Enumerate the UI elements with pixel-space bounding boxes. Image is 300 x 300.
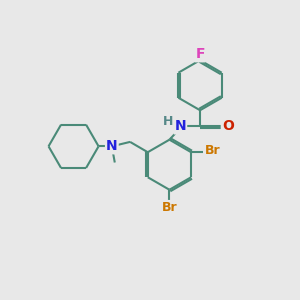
Text: N: N bbox=[106, 139, 118, 153]
Text: Br: Br bbox=[162, 201, 177, 214]
Text: H: H bbox=[164, 115, 174, 128]
Text: F: F bbox=[195, 47, 205, 61]
Text: Br: Br bbox=[205, 144, 220, 157]
Text: N: N bbox=[175, 119, 186, 134]
Text: O: O bbox=[222, 119, 234, 134]
